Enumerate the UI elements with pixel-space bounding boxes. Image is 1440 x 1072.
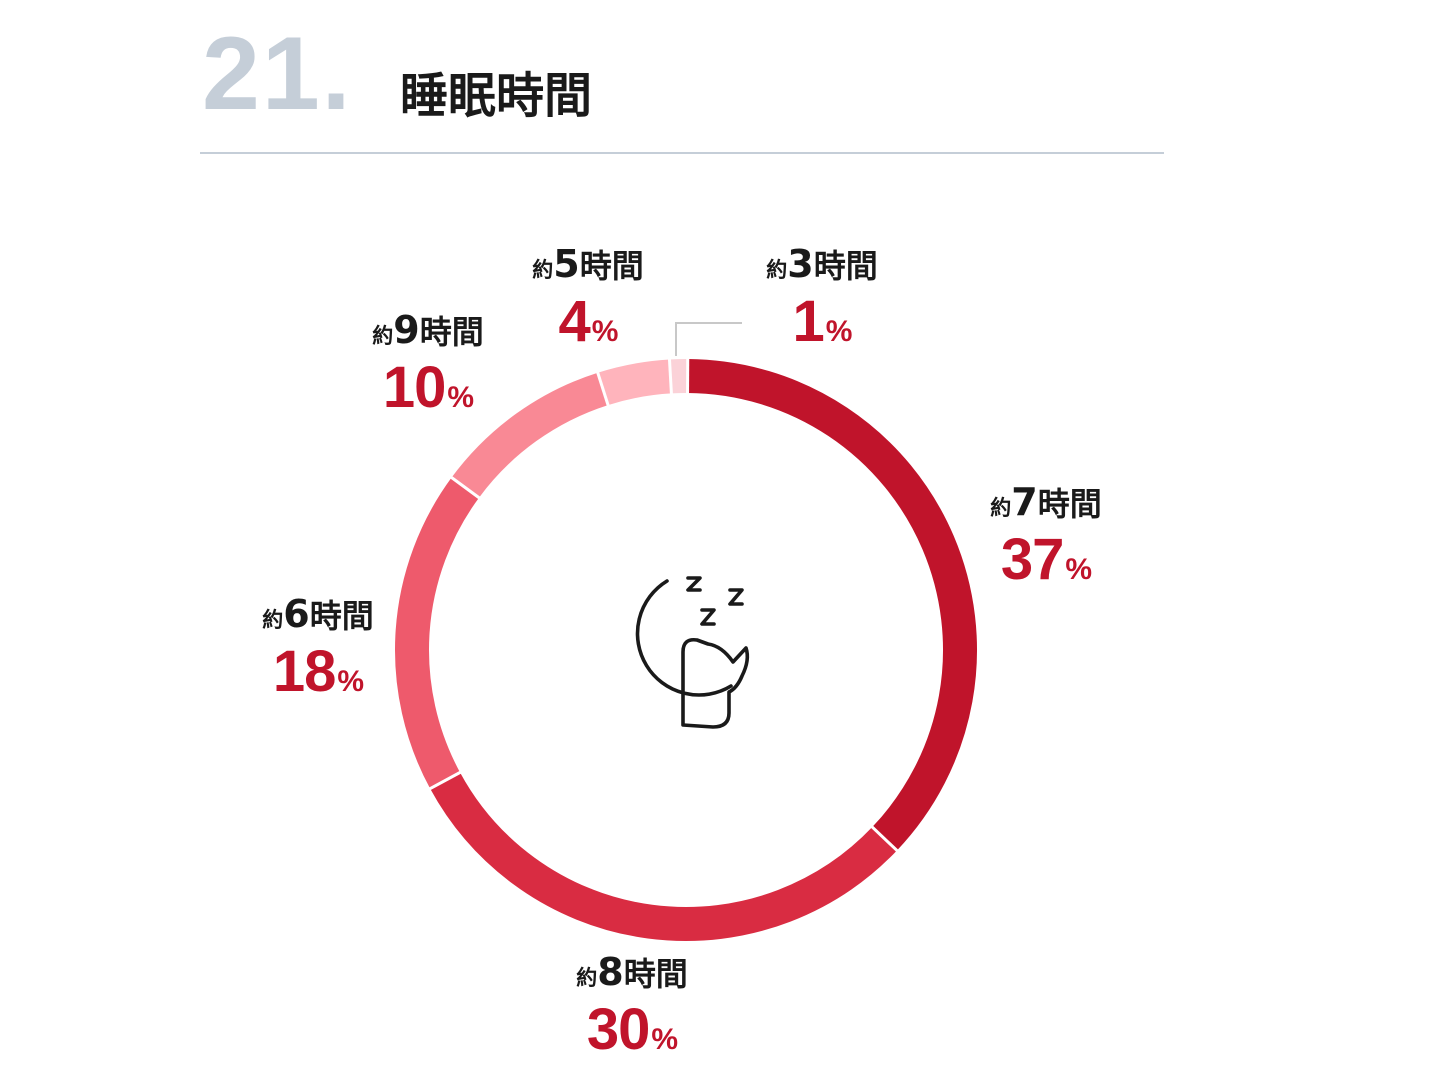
segment-separator bbox=[427, 770, 463, 791]
donut-segment-約5時間 bbox=[597, 359, 672, 406]
percent-value: 10% bbox=[382, 355, 474, 420]
leader-line-3h bbox=[675, 322, 742, 356]
category-label: 約9時間 bbox=[372, 308, 484, 352]
donut-segment-約7時間 bbox=[687, 359, 977, 851]
donut-segment-約9時間 bbox=[451, 372, 609, 498]
percent-value: 37% bbox=[1000, 527, 1092, 592]
category-label: 約6時間 bbox=[262, 592, 374, 636]
donut-segments bbox=[395, 357, 977, 941]
segment-separator bbox=[667, 357, 674, 396]
sleeping-moon-icon bbox=[635, 576, 750, 729]
segment-separator bbox=[595, 370, 611, 408]
donut-segment-約8時間 bbox=[430, 772, 897, 941]
percent-value: 18% bbox=[272, 639, 364, 704]
segment-separator bbox=[869, 824, 900, 853]
label-5h: 約5時間 4% bbox=[506, 244, 670, 364]
category-label: 約8時間 bbox=[576, 950, 688, 994]
donut-segment-約6時間 bbox=[395, 477, 480, 789]
label-8h: 約8時間 30% bbox=[550, 952, 714, 1072]
percent-value: 30% bbox=[586, 997, 678, 1062]
section-header: 21. 睡眠時間 bbox=[200, 22, 1164, 154]
category-label: 約5時間 bbox=[532, 242, 644, 286]
category-label: 約3時間 bbox=[766, 242, 878, 286]
section-number: 21. bbox=[202, 16, 353, 132]
label-9h: 約9時間 10% bbox=[346, 310, 510, 430]
section-title: 睡眠時間 bbox=[400, 68, 593, 124]
label-6h: 約6時間 18% bbox=[236, 594, 400, 714]
segment-separator bbox=[449, 475, 482, 501]
category-label: 約7時間 bbox=[990, 480, 1102, 524]
percent-value: 4% bbox=[558, 289, 619, 354]
label-7h: 約7時間 37% bbox=[964, 482, 1128, 602]
label-3h: 約3時間 1% bbox=[740, 244, 904, 364]
percent-value: 1% bbox=[792, 289, 853, 354]
